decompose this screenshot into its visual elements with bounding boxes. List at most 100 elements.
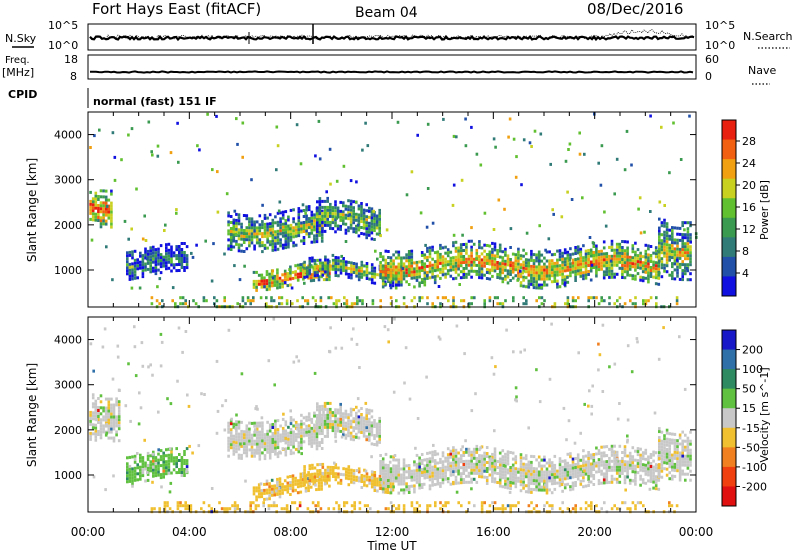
velocity-panel-cell <box>678 451 682 455</box>
velocity-panel-cell <box>284 420 288 424</box>
velocity-panel-cell <box>631 455 635 459</box>
velocity-panel-cell <box>602 466 606 470</box>
velocity-panel-cell <box>318 441 321 445</box>
power-panel-cell <box>684 248 687 252</box>
power-panel-cell <box>665 222 669 226</box>
power-panel-cell <box>248 241 251 245</box>
power-panel-cell <box>314 154 317 158</box>
power-panel-cell <box>263 213 267 217</box>
power-panel-cell <box>373 214 376 217</box>
power-panel-cell <box>328 275 331 279</box>
power-panel-cell <box>360 208 363 211</box>
power-panel-cell <box>331 261 335 265</box>
velocity-panel-cell <box>681 430 684 434</box>
power-panel-cell <box>566 275 569 279</box>
velocity-panel-cell <box>511 469 515 473</box>
velocity-panel-cell <box>657 478 661 482</box>
velocity-panel-cell <box>654 484 658 488</box>
velocity-panel-cell <box>514 473 518 477</box>
power-panel-cell <box>271 239 275 243</box>
power-panel-cell <box>511 264 515 268</box>
power-panel-cell <box>276 144 280 148</box>
velocity-panel-cell <box>501 449 505 453</box>
velocity-panel-cell <box>310 438 314 442</box>
power-panel-cell <box>462 273 466 276</box>
velocity-panel-cell <box>376 477 379 481</box>
velocity-panel-cell <box>671 465 674 469</box>
power-panel-cell <box>563 257 567 261</box>
velocity-panel-cell <box>441 460 445 464</box>
velocity-panel-cell <box>668 456 671 460</box>
velocity-panel-cell <box>615 480 619 484</box>
power-panel-cell <box>574 279 577 282</box>
power-panel-cell <box>150 302 154 306</box>
velocity-panel-cell <box>522 480 525 484</box>
power-panel-cell <box>574 299 577 303</box>
velocity-panel-cell <box>548 488 551 492</box>
power-panel-cell <box>470 275 473 279</box>
velocity-panel-cell <box>258 424 262 428</box>
velocity-panel-cell <box>407 467 411 470</box>
power-panel-cell <box>330 296 333 300</box>
power-panel-cell <box>331 258 335 262</box>
velocity-panel-cell <box>227 439 230 443</box>
power-panel-cell <box>281 285 284 289</box>
power-panel-cell <box>660 221 664 225</box>
velocity-panel-cell <box>183 459 186 462</box>
velocity-panel-cell <box>107 418 111 422</box>
power-panel-cell <box>496 276 499 279</box>
power-panel-cell <box>363 264 366 268</box>
velocity-panel-cell <box>248 427 251 431</box>
velocity-panel-cell <box>527 475 531 479</box>
power-panel-cell <box>564 302 567 306</box>
velocity-panel-cell <box>386 488 390 491</box>
power-panel-cell <box>535 283 538 287</box>
velocity-panel-cell <box>684 463 687 467</box>
power-panel-cell <box>355 274 358 278</box>
power-panel-cell <box>91 197 95 201</box>
velocity-panel-cell <box>144 467 147 471</box>
power-panel-cell <box>322 278 326 282</box>
power-panel-cell <box>260 279 264 283</box>
velocity-panel-cell <box>334 463 338 467</box>
velocity-panel-cell <box>360 413 363 416</box>
power-panel-cell <box>426 296 429 300</box>
nave-axis-label: Nave <box>748 64 776 77</box>
velocity-panel-cell <box>318 444 321 448</box>
velocity-panel-cell <box>660 439 664 443</box>
power-panel-cell <box>91 215 95 219</box>
velocity-panel-cell <box>263 491 266 495</box>
power-panel-cell <box>266 239 270 243</box>
power-panel-cell <box>478 273 481 277</box>
power-panel-cell <box>183 251 186 254</box>
velocity-panel-cell <box>540 479 544 483</box>
power-panel-cell <box>237 222 241 226</box>
power-panel-cell <box>292 235 295 239</box>
velocity-panel-cell <box>569 476 572 480</box>
velocity-panel-cell <box>553 472 557 476</box>
power-panel-cell <box>488 296 492 300</box>
velocity-panel-cell <box>579 464 583 468</box>
power-panel-cell <box>603 299 606 303</box>
velocity-panel-cell <box>652 459 655 463</box>
power-panel-cell <box>270 284 274 288</box>
velocity-panel-cell <box>378 483 382 487</box>
power-panel-cell <box>321 226 324 230</box>
power-panel-cell <box>644 255 648 259</box>
power-panel-cell <box>263 225 267 229</box>
power-panel-cell <box>102 201 105 205</box>
velocity-panel-cell <box>159 458 163 462</box>
power-panel-cell <box>574 261 577 264</box>
power-panel-cell <box>634 250 637 254</box>
power-panel-cell <box>370 263 374 267</box>
velocity-panel-cell <box>336 408 340 412</box>
velocity-panel-cell <box>459 466 463 470</box>
power-panel-cell <box>91 212 95 216</box>
power-panel-cell <box>127 237 130 241</box>
velocity-panel-cell <box>321 431 324 435</box>
power-panel-cell <box>355 265 358 269</box>
power-panel-cell <box>569 262 572 266</box>
velocity-panel-cell <box>329 410 332 414</box>
velocity-panel-cell <box>304 486 308 490</box>
radar-title: Fort Hays East (fitACF) <box>92 0 261 18</box>
